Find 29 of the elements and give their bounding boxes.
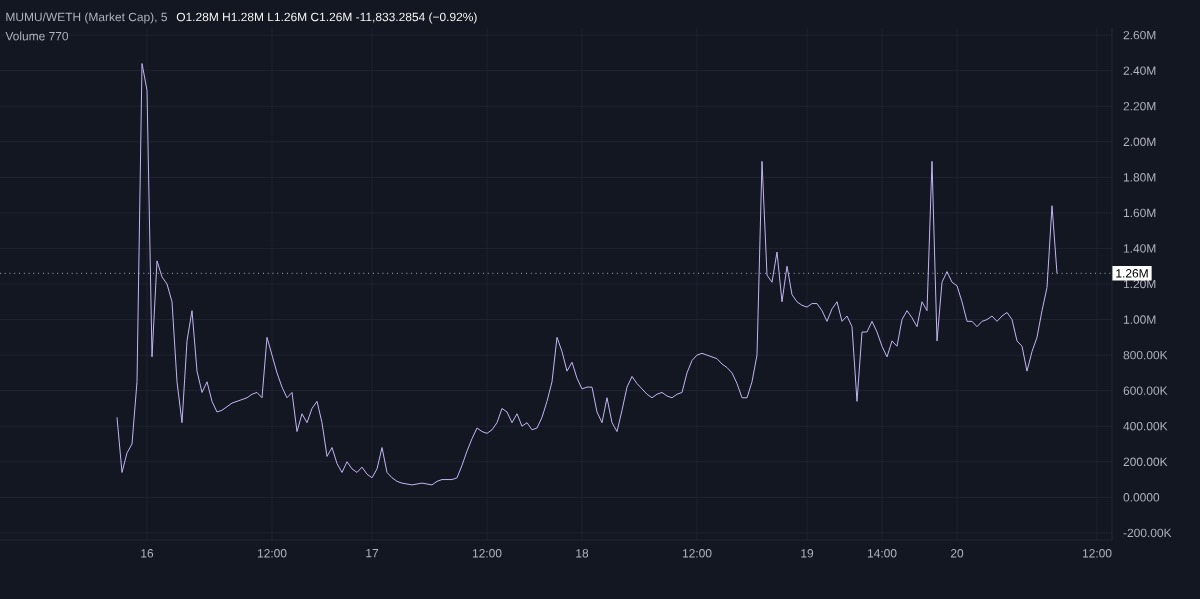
- y-tick-label: 1.00M: [1123, 315, 1156, 324]
- y-tick-label: 1.80M: [1123, 173, 1156, 182]
- text: O1.28M H1.28M L1.26M C1.26M -11,833.2854 (−0.92%): [176, 12, 477, 24]
- x-tick-label: 14:00: [867, 549, 897, 558]
- x-tick-label: 12:00: [682, 549, 712, 558]
- x-tick-label: 16: [141, 549, 154, 558]
- text: MUMU/WETH (Market Cap), 5: [6, 12, 167, 24]
- y-tick-label: 0.0000: [1123, 493, 1160, 502]
- y-tick-label: 2.00M: [1123, 137, 1156, 147]
- y-tick-label: 2.40M: [1123, 66, 1156, 75]
- x-tick-label: 12:00: [472, 549, 502, 558]
- y-tick-label: 2.60M: [1123, 30, 1156, 40]
- ref-line-label: 1.26M: [1116, 269, 1148, 278]
- y-tick-label: -200.00K: [1123, 528, 1172, 538]
- x-tick-label: 12:00: [1082, 549, 1112, 558]
- x-tick-label: 12:00: [257, 549, 287, 558]
- y-tick-label: 1.20M: [1123, 279, 1156, 289]
- x-tick-label: 19: [801, 549, 814, 558]
- y-tick-label: 600.00K: [1123, 386, 1168, 395]
- x-tick-label: 17: [366, 549, 379, 558]
- y-tick-label: 200.00K: [1123, 457, 1168, 467]
- x-tick-label: 18: [576, 549, 589, 558]
- y-tick-label: 1.40M: [1123, 244, 1156, 253]
- y-tick-label: 1.60M: [1123, 208, 1156, 218]
- y-tick-label: 800.00K: [1123, 350, 1168, 360]
- text: Volume 770: [5, 31, 69, 41]
- x-tick-label: 20: [950, 549, 964, 558]
- y-tick-label: 2.20M: [1123, 101, 1156, 111]
- y-tick-label: 400.00K: [1123, 421, 1168, 431]
